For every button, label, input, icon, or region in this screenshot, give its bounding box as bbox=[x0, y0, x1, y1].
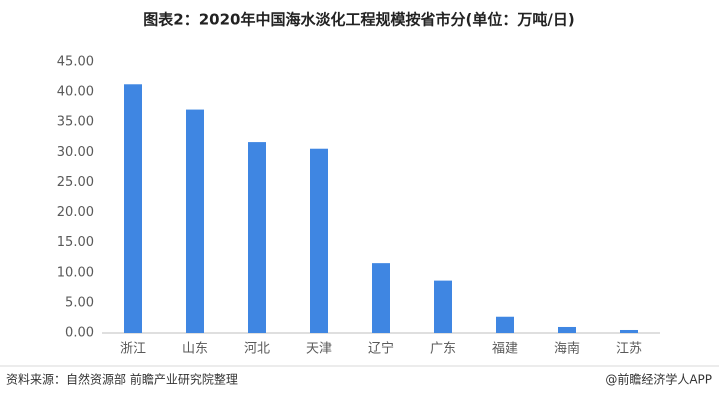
y-tick-label: 10.00 bbox=[57, 265, 94, 280]
x-tick-label: 广东 bbox=[430, 342, 456, 357]
y-tick-label: 45.00 bbox=[57, 55, 94, 70]
x-tick-label: 福建 bbox=[492, 342, 518, 357]
bar bbox=[620, 329, 638, 333]
bar bbox=[434, 280, 452, 333]
y-tick-label: 30.00 bbox=[57, 145, 94, 160]
x-tick-label: 河北 bbox=[244, 342, 270, 357]
bar bbox=[124, 84, 142, 333]
x-tick-label: 江苏 bbox=[616, 341, 642, 357]
x-tick-label: 山东 bbox=[182, 342, 208, 357]
x-tick-label: 浙江 bbox=[120, 342, 146, 357]
y-tick-label: 15.00 bbox=[57, 235, 94, 250]
bar bbox=[558, 326, 576, 333]
chart-title: 图表2：2020年中国海水淡化工程规模按省市分(单位：万吨/日) bbox=[143, 11, 574, 29]
y-tick-label: 5.00 bbox=[65, 295, 94, 310]
x-tick-label: 海南 bbox=[554, 341, 580, 357]
credit: @前瞻经济学人APP bbox=[605, 372, 712, 387]
y-tick-label: 35.00 bbox=[57, 115, 94, 130]
x-tick-label: 辽宁 bbox=[368, 341, 394, 357]
y-tick-label: 0.00 bbox=[65, 326, 94, 341]
bar bbox=[310, 148, 328, 333]
x-tick-label: 天津 bbox=[306, 342, 332, 357]
y-tick-label: 20.00 bbox=[57, 205, 94, 220]
y-tick-label: 25.00 bbox=[57, 175, 94, 190]
bar bbox=[186, 109, 204, 333]
bar bbox=[372, 263, 390, 333]
source-note: 资料来源：自然资源部 前瞻产业研究院整理 bbox=[6, 372, 238, 387]
bar bbox=[248, 142, 266, 333]
bar bbox=[496, 316, 514, 333]
y-tick-label: 40.00 bbox=[57, 85, 94, 100]
